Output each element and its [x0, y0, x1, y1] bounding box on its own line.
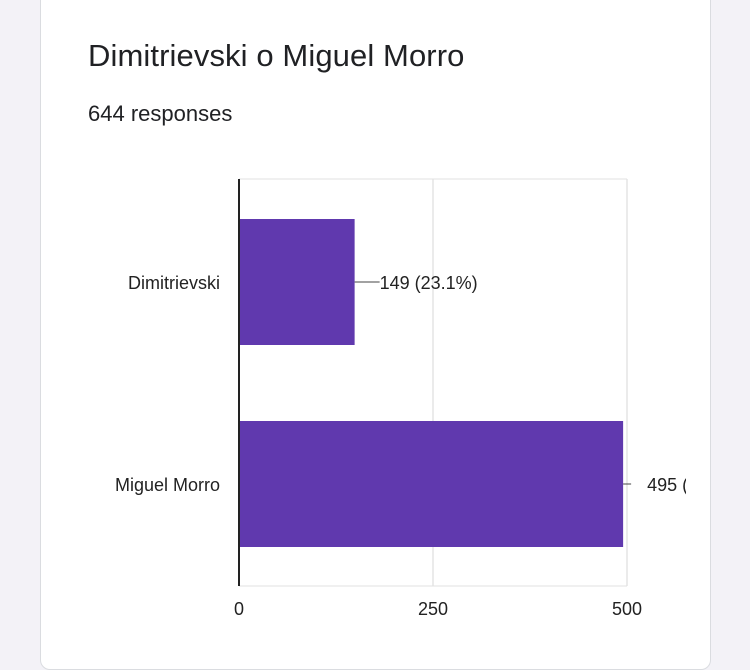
category-label: Miguel Morro [115, 475, 220, 495]
question-title: Dimitrievski o Miguel Morro [88, 38, 465, 73]
x-tick-label: 0 [234, 599, 244, 619]
bar [239, 219, 355, 345]
x-tick-label: 250 [418, 599, 448, 619]
question-card [40, 0, 711, 670]
data-label: 495 ( [647, 475, 688, 495]
data-label: 149 (23.1%) [380, 273, 478, 293]
bar [239, 421, 624, 547]
response-count: 644 responses [88, 101, 233, 126]
x-tick-label: 500 [612, 599, 642, 619]
bar-chart: 0 250 500 Dimitrievski 149 (23.1%) Miguel Mor… [115, 178, 688, 619]
category-label: Dimitrievski [128, 273, 220, 293]
